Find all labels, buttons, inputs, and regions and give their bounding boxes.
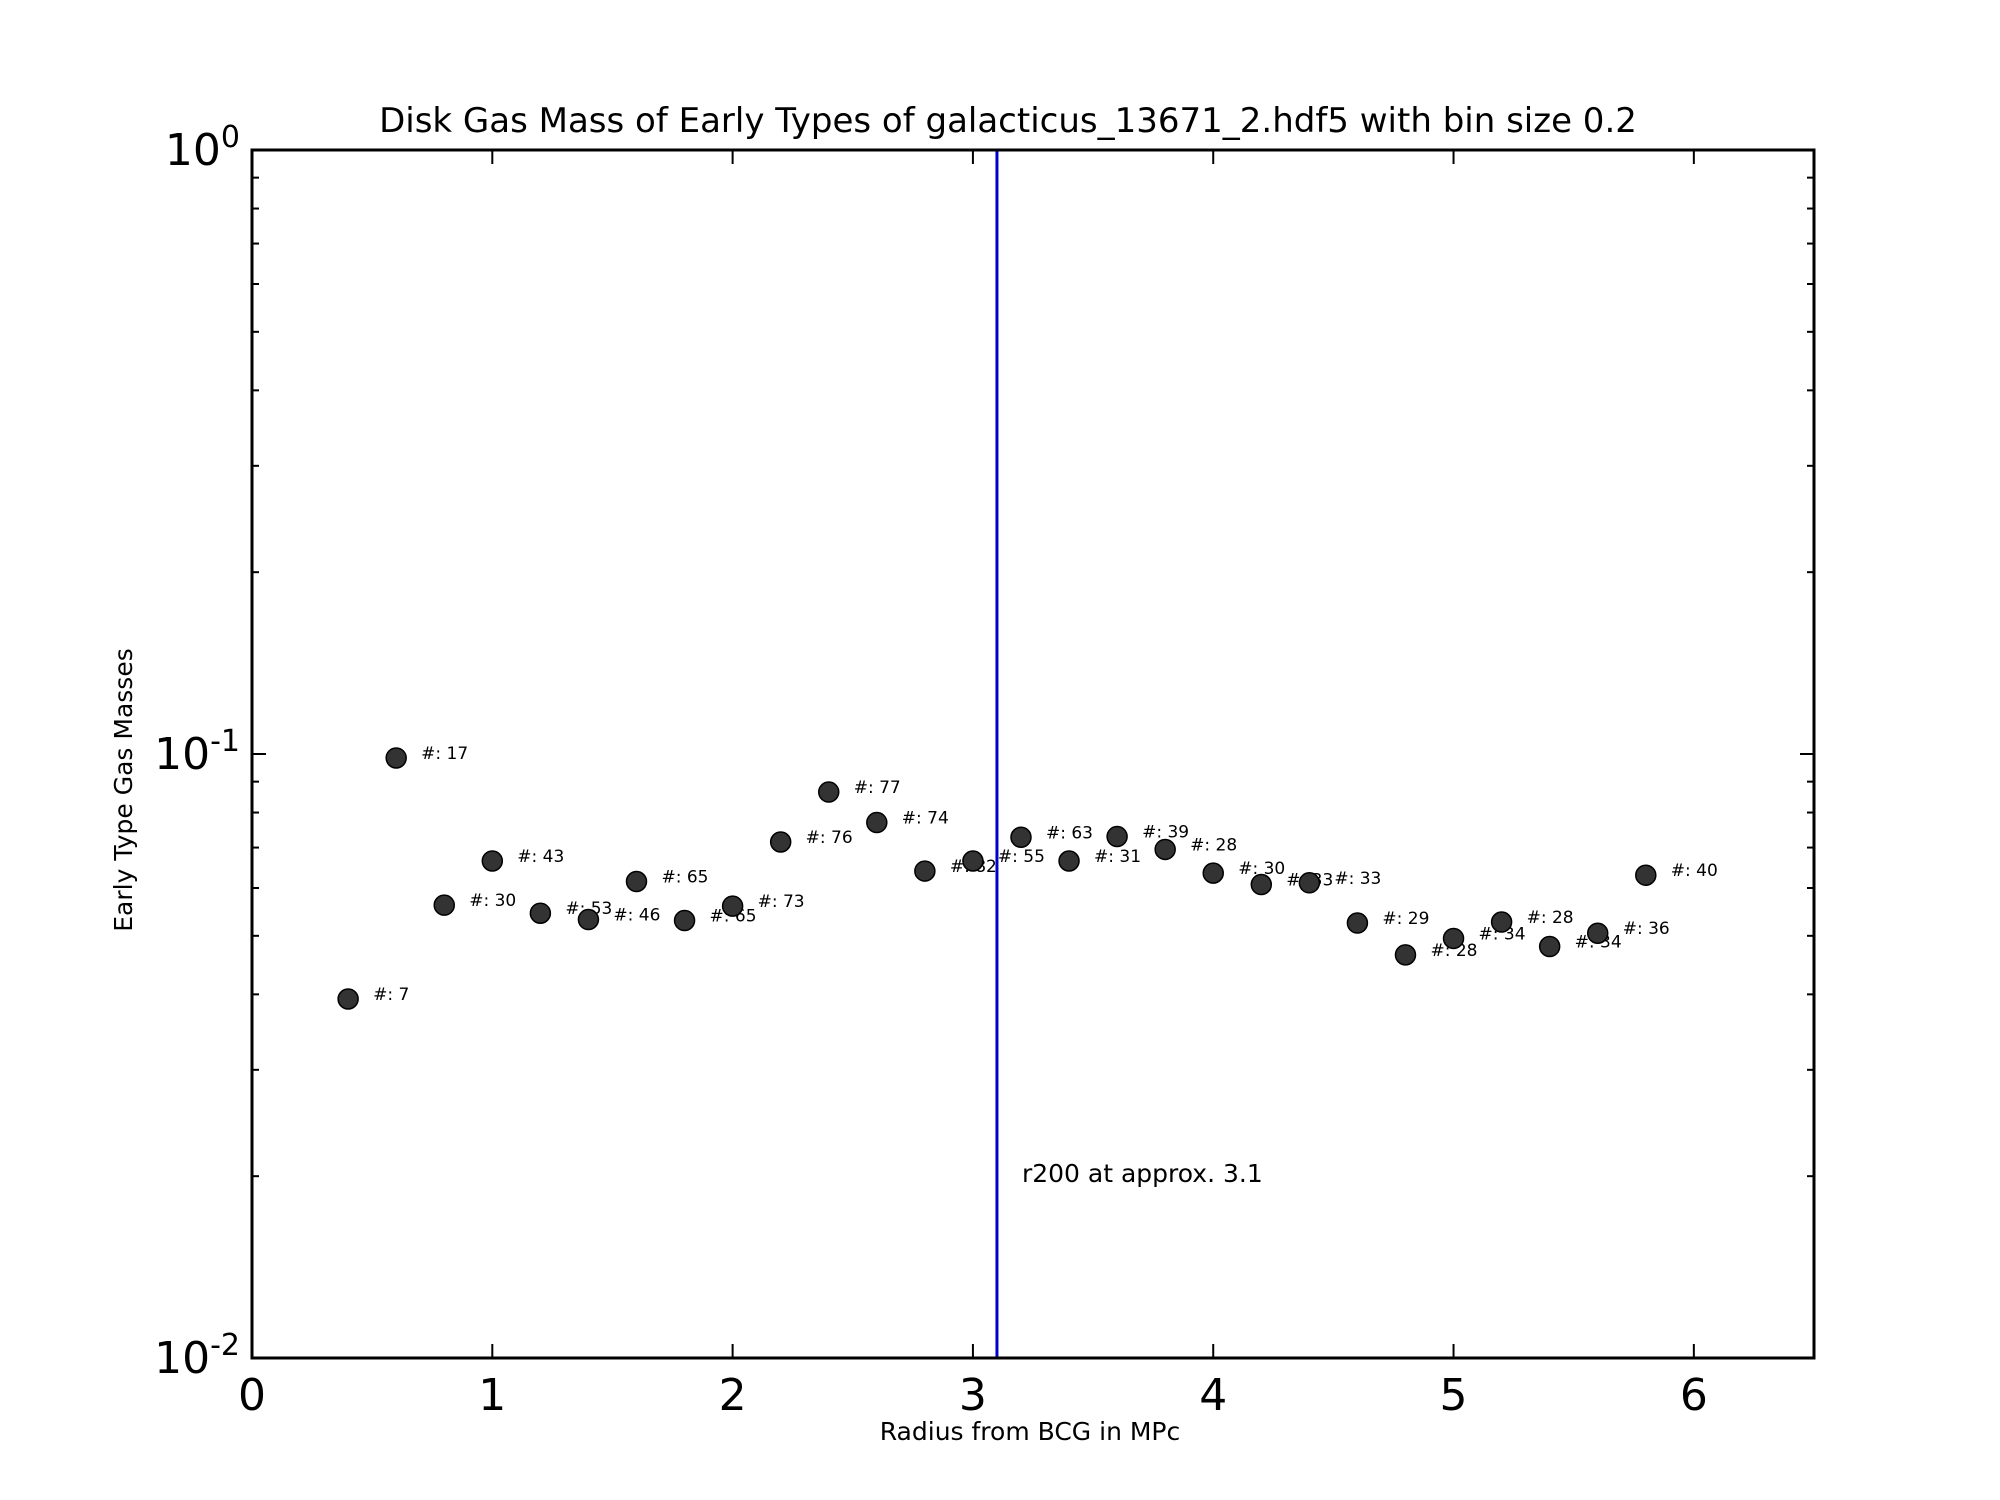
data-point-label: #: 30 <box>1238 859 1285 879</box>
y-axis-label: Early Type Gas Masses <box>109 648 138 931</box>
data-point-label: #: 46 <box>613 906 660 926</box>
data-point <box>1058 850 1080 872</box>
data-point-label: #: 36 <box>1623 919 1670 939</box>
data-point-label: #: 77 <box>854 778 901 798</box>
data-point <box>337 988 359 1010</box>
data-point-label: #: 74 <box>902 809 949 829</box>
data-point <box>433 894 455 916</box>
data-point <box>1154 838 1176 861</box>
data-point-label: #: 65 <box>661 868 708 888</box>
y-tick-label: 10-2 <box>154 1328 240 1384</box>
data-point-label: #: 29 <box>1382 909 1429 929</box>
data-point <box>673 909 696 932</box>
data-point <box>1106 825 1128 848</box>
data-point-label: #: 55 <box>998 847 1045 867</box>
data-point <box>1202 862 1224 884</box>
data-point <box>1586 922 1609 944</box>
data-point-label: #: 34 <box>1479 924 1526 944</box>
data-point <box>1250 873 1273 896</box>
data-point <box>1490 911 1513 933</box>
data-point-label: #: 39 <box>1142 823 1189 843</box>
data-point-label: #: 40 <box>1671 861 1718 881</box>
data-point <box>866 811 888 834</box>
data-point <box>1298 872 1321 894</box>
data-point-label: #: 28 <box>1527 908 1574 928</box>
x-tick-label: 3 <box>959 1370 987 1421</box>
data-point-label: #: 30 <box>469 891 516 911</box>
data-point <box>529 902 552 924</box>
data-point-label: #: 28 <box>1190 835 1237 855</box>
data-point <box>769 831 792 853</box>
data-point <box>1394 944 1417 966</box>
data-point <box>1010 826 1032 849</box>
data-point <box>385 747 407 769</box>
x-tick-label: 4 <box>1199 1370 1227 1421</box>
y-tick-label: 100 <box>165 120 240 176</box>
x-tick-label: 6 <box>1680 1370 1708 1421</box>
data-point-label: #: 63 <box>1046 823 1093 843</box>
data-point <box>817 781 840 803</box>
chart-title: Disk Gas Mass of Early Types of galactic… <box>379 101 1637 141</box>
data-point-label: #: 43 <box>517 847 564 867</box>
plot-frame <box>250 148 1816 1360</box>
data-point <box>914 860 936 882</box>
data-point-label: #: 31 <box>1094 847 1141 867</box>
data-point-label: #: 28 <box>1430 941 1477 961</box>
x-tick-label: 5 <box>1440 1370 1468 1421</box>
data-point <box>962 850 984 872</box>
x-axis-label: Radius from BCG in MPc <box>880 1417 1181 1446</box>
data-point <box>1538 935 1561 958</box>
y-tick-label: 10-1 <box>154 724 240 780</box>
data-point <box>1635 864 1657 886</box>
r200-annotation: r200 at approx. 3.1 <box>1022 1159 1263 1188</box>
data-point-label: #: 33 <box>1334 869 1381 889</box>
data-point-label: #: 73 <box>758 892 805 912</box>
axis-ticks: 0 1 2 3 4 5 6 100 10-1 10-2 <box>154 120 1814 1421</box>
x-tick-label: 1 <box>478 1370 506 1421</box>
data-point <box>1346 912 1369 934</box>
data-points: #: 7#: 17#: 30#: 43#: 53 #: 46#: 65#: 65#… <box>337 744 1718 1010</box>
data-point <box>721 895 744 917</box>
data-point-label: #: 76 <box>806 828 853 848</box>
x-tick-label: 2 <box>719 1370 747 1421</box>
data-point <box>1442 927 1465 950</box>
data-point-label: #: 17 <box>421 744 468 764</box>
data-point <box>577 908 600 931</box>
data-point <box>625 870 648 893</box>
x-tick-label: 0 <box>238 1370 266 1421</box>
data-point-label: #: 7 <box>373 985 409 1005</box>
data-point <box>481 850 504 872</box>
